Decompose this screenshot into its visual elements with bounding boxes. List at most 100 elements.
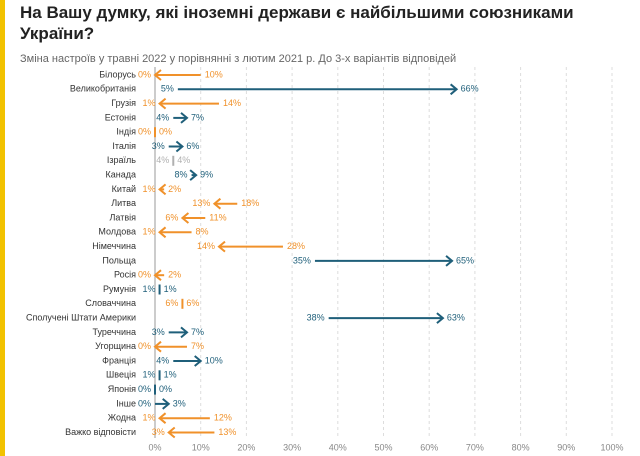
value-label: 7%: [191, 341, 204, 351]
arrow-head: [153, 340, 162, 353]
category-label: Японія: [108, 384, 136, 394]
category-label: Росія: [114, 270, 136, 280]
value-label: 3%: [152, 327, 165, 337]
value-label: 5%: [161, 84, 174, 94]
arrow-head: [153, 269, 162, 281]
arrow-head: [175, 140, 184, 153]
category-label: Італія: [112, 141, 136, 151]
arrow: [173, 355, 203, 367]
arrow-head: [180, 112, 189, 124]
arrow-head: [153, 69, 162, 81]
arrow: [328, 312, 445, 324]
category-label: Молдова: [98, 227, 136, 237]
arrow: [314, 255, 454, 267]
x-tick-label: 0%: [148, 442, 161, 452]
arrow: [189, 169, 198, 181]
value-label: 1%: [143, 413, 156, 423]
category-label: Грузія: [111, 98, 136, 108]
category-label: Франція: [102, 355, 136, 365]
arrow: [173, 112, 189, 124]
x-tick-label: 90%: [557, 442, 575, 452]
x-tick-label: 80%: [512, 442, 530, 452]
category-label: Ізраїль: [107, 155, 136, 165]
x-tick-label: 40%: [329, 442, 347, 452]
value-label: 8%: [175, 169, 188, 179]
value-label: 10%: [205, 355, 223, 365]
value-label: 2%: [168, 270, 181, 280]
arrow: [153, 69, 201, 81]
arrow: [158, 412, 210, 424]
arrow-head: [194, 355, 203, 367]
category-label: Індія: [116, 127, 136, 137]
arrow-head: [158, 97, 167, 110]
value-label: 4%: [177, 155, 190, 165]
value-label: 13%: [218, 427, 236, 437]
arrow: [177, 83, 459, 96]
value-label: 6%: [186, 298, 199, 308]
x-tick-label: 30%: [283, 442, 301, 452]
category-label: Жодна: [108, 413, 136, 423]
value-label: 4%: [156, 355, 169, 365]
value-label: 1%: [143, 184, 156, 194]
arrow: [217, 240, 283, 253]
value-label: 0%: [138, 270, 151, 280]
arrow: [168, 326, 189, 339]
category-label: Угорщина: [95, 341, 136, 351]
value-label: 0%: [138, 69, 151, 79]
value-label: 63%: [447, 312, 465, 322]
category-label: Канада: [106, 169, 136, 179]
value-label: 28%: [287, 241, 305, 251]
arrow: [167, 426, 215, 439]
value-label: 11%: [209, 212, 226, 222]
value-label: 1%: [164, 284, 177, 294]
value-label: 35%: [293, 255, 311, 265]
chart-subtitle: Зміна настроїв у травні 2022 у порівнянн…: [20, 53, 456, 65]
arrow-head: [212, 197, 222, 210]
value-label: 3%: [152, 141, 165, 151]
category-label: Туреччина: [93, 327, 136, 337]
arrow-head: [217, 240, 226, 253]
value-label: 9%: [200, 169, 213, 179]
category-label: Німеччина: [92, 241, 136, 251]
arrow: [153, 269, 165, 281]
chart-title: На Вашу думку, які іноземні держави є на…: [20, 3, 574, 43]
arrow: [180, 212, 206, 224]
category-label: Швеція: [106, 370, 136, 380]
category-label: Литва: [111, 198, 136, 208]
arrow-head: [162, 398, 171, 410]
category-label: Румунія: [103, 284, 136, 294]
value-label: 14%: [223, 98, 241, 108]
x-tick-label: 70%: [466, 442, 484, 452]
x-tick-label: 60%: [420, 442, 438, 452]
category-label: Білорусь: [99, 69, 136, 79]
arrow-head: [180, 326, 189, 339]
category-label: Сполучені Штати Америки: [26, 312, 136, 322]
arrow: [158, 97, 219, 110]
arrow-head: [180, 212, 190, 224]
arrow: [168, 140, 184, 153]
arrow-head: [436, 312, 445, 324]
value-label: 4%: [156, 155, 169, 165]
value-label: 1%: [143, 370, 156, 380]
arrow-head: [158, 183, 167, 196]
value-label: 1%: [143, 98, 156, 108]
value-label: 7%: [191, 327, 204, 337]
value-label: 18%: [241, 198, 259, 208]
value-label: 0%: [138, 127, 151, 137]
arrow-head: [189, 169, 198, 181]
category-label: Важко відповісти: [65, 427, 136, 437]
category-label: Естонія: [105, 112, 136, 122]
value-label: 6%: [165, 298, 178, 308]
value-label: 10%: [205, 69, 223, 79]
value-label: 6%: [186, 141, 199, 151]
category-label: Великобританія: [70, 84, 136, 94]
category-label: Польща: [102, 255, 136, 265]
arrow-head: [167, 426, 176, 439]
value-label: 65%: [456, 255, 474, 265]
value-label: 0%: [159, 127, 172, 137]
value-label: 38%: [307, 312, 325, 322]
value-label: 4%: [156, 112, 169, 122]
arrow-head: [158, 412, 167, 424]
value-label: 1%: [164, 370, 177, 380]
